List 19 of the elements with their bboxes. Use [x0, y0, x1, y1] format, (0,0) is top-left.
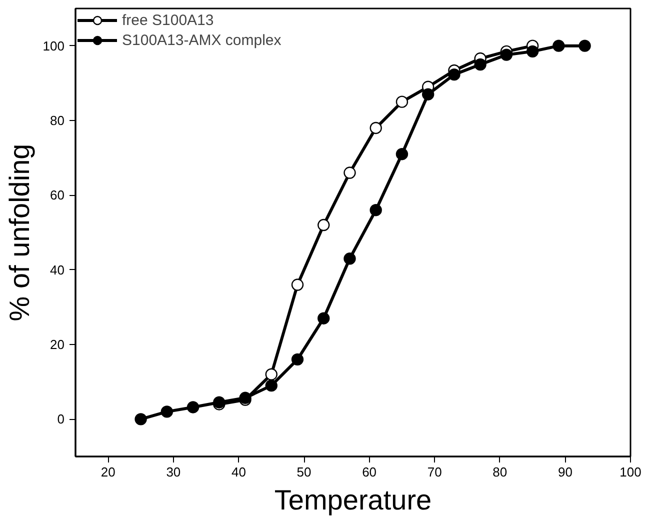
x-tick-label: 20	[100, 464, 116, 480]
y-tick-label: 40	[50, 262, 65, 278]
x-tick-label: 100	[620, 464, 642, 480]
x-axis-title: Temperature	[274, 484, 432, 516]
x-tick-label: 90	[558, 464, 572, 480]
y-tick-label: 0	[57, 412, 65, 427]
y-tick-label: 20	[50, 337, 65, 352]
x-tick-label: 50	[296, 464, 312, 480]
x-tick-label: 70	[427, 464, 442, 480]
legend-label: S100A13-AMX complex	[122, 32, 282, 48]
x-tick-label: 60	[362, 464, 377, 480]
legend-label: free S100A13	[122, 12, 214, 28]
x-tick-label: 40	[232, 464, 246, 480]
y-tick-label: 100	[42, 38, 65, 54]
y-axis-title: % of unfolding	[4, 144, 35, 322]
x-tick-label: 80	[492, 464, 508, 480]
y-tick-label: 60	[50, 188, 65, 203]
y-tick-label: 80	[50, 113, 65, 128]
x-tick-label: 30	[166, 464, 181, 480]
